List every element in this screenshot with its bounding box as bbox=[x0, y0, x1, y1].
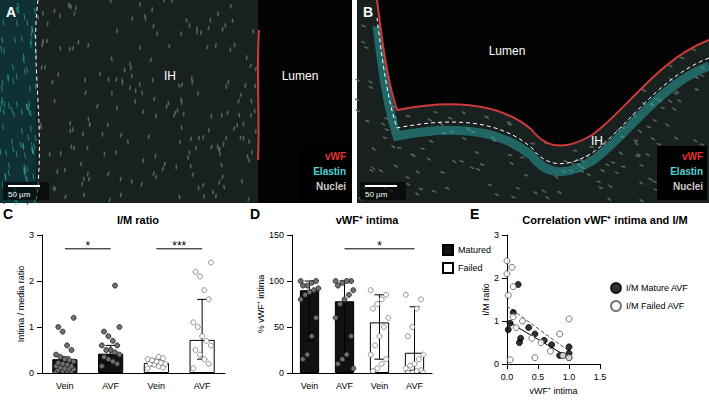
svg-text:1.5: 1.5 bbox=[594, 372, 607, 382]
svg-text:0: 0 bbox=[29, 368, 34, 378]
svg-text:A: A bbox=[6, 4, 16, 20]
svg-text:50 µm: 50 µm bbox=[365, 190, 388, 199]
svg-text:C: C bbox=[3, 206, 13, 222]
svg-text:2: 2 bbox=[494, 273, 499, 283]
svg-text:Lumen: Lumen bbox=[282, 69, 319, 83]
svg-text:0.5: 0.5 bbox=[532, 372, 545, 382]
svg-text:AVF: AVF bbox=[336, 381, 353, 391]
svg-text:B: B bbox=[363, 4, 373, 20]
svg-text:I/M ratio: I/M ratio bbox=[481, 283, 491, 316]
svg-text:AVF: AVF bbox=[194, 381, 211, 391]
svg-text:I/M Failed AVF: I/M Failed AVF bbox=[626, 301, 685, 311]
svg-text:Failed: Failed bbox=[458, 263, 483, 273]
svg-text:Vein: Vein bbox=[148, 381, 166, 391]
svg-text:Intima / media ratio: Intima / media ratio bbox=[16, 266, 26, 343]
svg-text:vWF⁺ intima: vWF⁺ intima bbox=[530, 386, 578, 396]
svg-text:E: E bbox=[470, 206, 479, 222]
svg-text:100: 100 bbox=[269, 276, 284, 286]
svg-text:Nuclei: Nuclei bbox=[673, 181, 703, 192]
svg-text:0: 0 bbox=[279, 368, 284, 378]
svg-text:1.0: 1.0 bbox=[563, 372, 576, 382]
svg-text:vWF: vWF bbox=[325, 151, 346, 162]
svg-text:AVF: AVF bbox=[102, 381, 119, 391]
svg-text:0: 0 bbox=[494, 359, 499, 369]
svg-text:*: * bbox=[85, 239, 90, 253]
svg-text:50: 50 bbox=[274, 322, 284, 332]
svg-text:Vein: Vein bbox=[56, 381, 74, 391]
svg-text:3: 3 bbox=[29, 230, 34, 240]
svg-text:I/M ratio: I/M ratio bbox=[117, 214, 159, 226]
svg-text:Vein: Vein bbox=[301, 381, 319, 391]
svg-text:Correlation vWF⁺ intima and I/: Correlation vWF⁺ intima and I/M bbox=[522, 214, 687, 226]
svg-text:AVF: AVF bbox=[406, 381, 423, 391]
svg-text:Elastin: Elastin bbox=[670, 166, 703, 177]
svg-text:D: D bbox=[250, 206, 260, 222]
svg-text:150: 150 bbox=[269, 230, 284, 240]
svg-text:Nuclei: Nuclei bbox=[316, 181, 346, 192]
svg-text:1: 1 bbox=[29, 322, 34, 332]
svg-text:Lumen: Lumen bbox=[489, 44, 526, 58]
svg-text:% vWF⁺ intima: % vWF⁺ intima bbox=[256, 275, 266, 334]
svg-text:Elastin: Elastin bbox=[313, 166, 346, 177]
svg-text:0.0: 0.0 bbox=[501, 372, 514, 382]
svg-text:IH: IH bbox=[591, 134, 603, 148]
svg-text:Vein: Vein bbox=[371, 381, 389, 391]
svg-text:vWF: vWF bbox=[682, 151, 703, 162]
svg-text:IH: IH bbox=[164, 69, 176, 83]
svg-text:3: 3 bbox=[494, 230, 499, 240]
svg-text:*: * bbox=[377, 239, 382, 253]
svg-text:I/M Mature AVF: I/M Mature AVF bbox=[626, 283, 688, 293]
svg-text:Matured: Matured bbox=[458, 245, 491, 255]
svg-text:1: 1 bbox=[494, 316, 499, 326]
svg-text:50 µm: 50 µm bbox=[8, 190, 31, 199]
svg-text:2: 2 bbox=[29, 276, 34, 286]
svg-text:***: *** bbox=[172, 239, 186, 253]
svg-text:vWF⁺ intima: vWF⁺ intima bbox=[336, 214, 400, 226]
